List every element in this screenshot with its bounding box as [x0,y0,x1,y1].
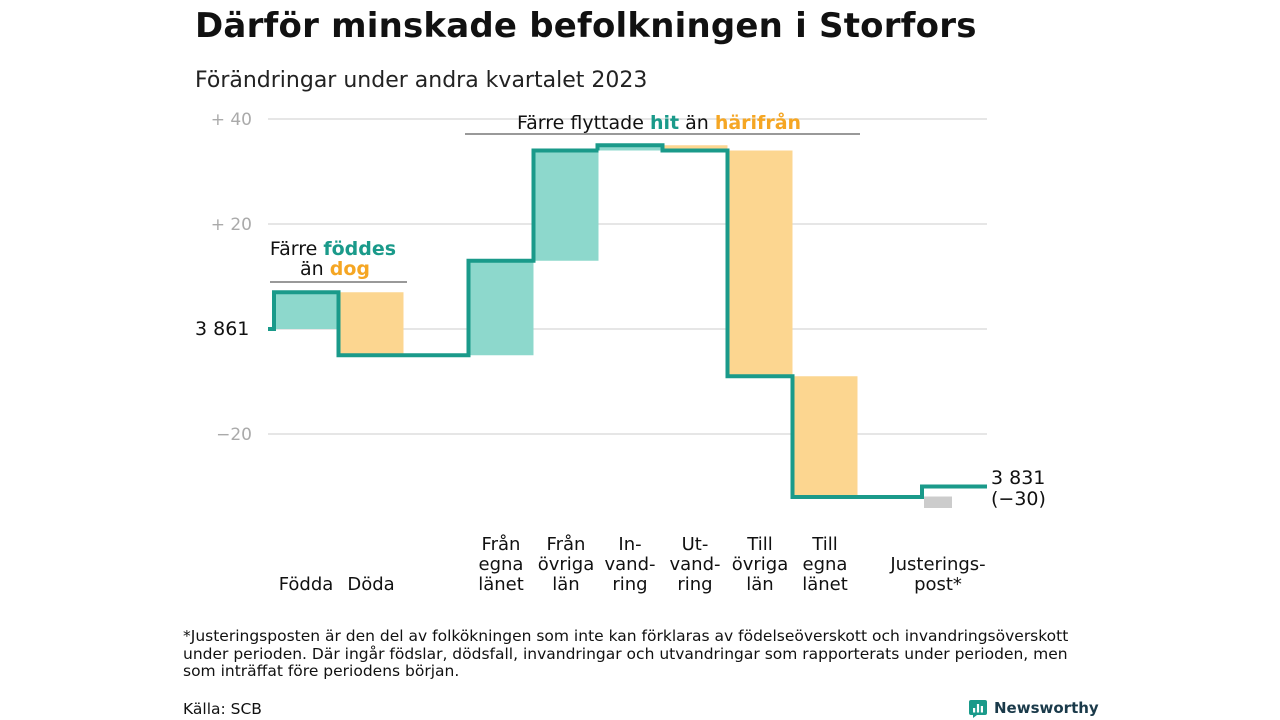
gridlines [268,118,987,435]
svg-text:egna: egna [803,554,848,575]
annotation-highlight-fodd: föddes [323,238,396,260]
waterfall-bar [273,292,339,329]
y-tick-label: + 40 [211,110,252,130]
svg-text:Från: Från [547,534,586,555]
svg-text:egna: egna [479,554,524,575]
svg-text:ring: ring [612,574,647,595]
svg-text:Från: Från [482,534,521,555]
start-value-label: 3 861 [195,318,249,340]
x-category-label: Ut-vand-ring [669,534,720,595]
bar-chart-icon [969,700,987,718]
annotation-highlight-dog: dog [330,258,370,280]
svg-text:In-: In- [618,534,641,555]
x-category-label: In-vand-ring [604,534,655,595]
svg-text:Födda: Födda [279,574,334,595]
births-annotation-line2: än dog [300,258,370,280]
waterfall-bar [338,292,404,356]
waterfall-chart: + 40+ 20−20 Födda DödaFrånegnalänetFrånöv… [195,110,1046,595]
bars [273,145,952,508]
x-category-label: Döda [347,574,394,595]
brand-name: Newsworthy [994,699,1099,717]
svg-text:länet: länet [478,574,524,595]
annotation-highlight-hit: hit [650,112,679,134]
footnote: *Justeringsposten är den del av folkökni… [183,627,1069,680]
x-category-label: Födda [279,574,334,595]
waterfall-bar [662,145,728,151]
x-category-labels: Födda DödaFrånegnalänetFrånövrigalänIn-va… [279,534,986,595]
waterfall-bar [533,150,599,261]
svg-text:vand-: vand- [669,554,720,575]
svg-text:Till: Till [811,534,837,555]
svg-text:vand-: vand- [604,554,655,575]
svg-text:Justerings-: Justerings- [889,554,985,575]
svg-text:länet: länet [802,574,848,595]
svg-text:övriga: övriga [732,554,789,575]
step-line [268,143,987,499]
svg-text:ring: ring [677,574,712,595]
svg-text:övriga: övriga [538,554,595,575]
svg-text:Ut-: Ut- [682,534,709,555]
moves-annotation: Färre flyttade hit än härifrån [517,110,801,134]
chart-subtitle: Förändringar under andra kvartalet 2023 [195,68,648,93]
svg-text:län: län [746,574,773,595]
y-tick-labels: + 40 + 20 −20 [211,110,252,445]
waterfall-bar [792,376,858,497]
svg-text:post*: post* [914,574,962,595]
svg-text:Döda: Döda [347,574,394,595]
annotation-highlight-harifran: härifrån [715,110,801,134]
waterfall-bar [924,496,952,508]
y-tick-label: −20 [216,425,252,445]
svg-text:län: län [552,574,579,595]
source-note: Källa: SCB [183,700,262,718]
cumulative-line [268,143,987,499]
x-category-label: Justerings-post* [889,554,985,595]
y-tick-label: + 20 [211,215,252,235]
end-value-label: 3 831 [991,467,1045,489]
waterfall-bar [468,260,534,356]
svg-text:Till: Till [746,534,772,555]
end-change-label: (−30) [991,488,1046,510]
births-annotation-line1: Färre föddes [270,238,396,260]
waterfall-bar [597,145,663,151]
brand-logo: Newsworthy [968,697,1099,719]
waterfall-bar [727,150,793,377]
chart-title: Därför minskade befolkningen i Storfors [195,6,977,46]
value-labels: 3 861 3 831 (−30) [195,318,1046,510]
annotations: Färre föddes än dog Färre flyttade hit ä… [270,110,860,283]
